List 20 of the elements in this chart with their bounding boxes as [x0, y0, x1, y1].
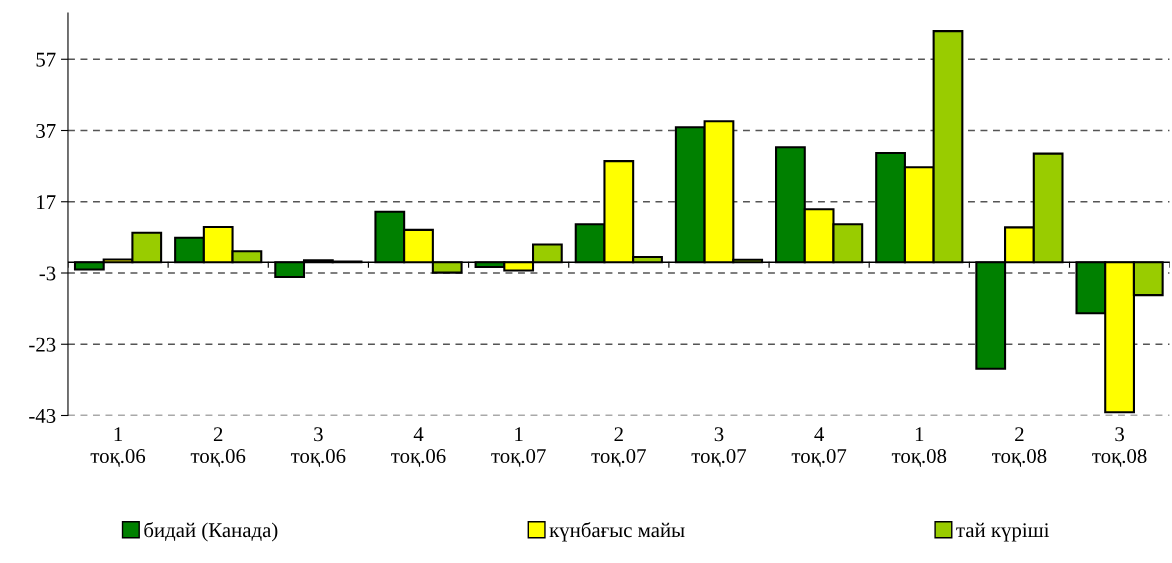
- x-tick-label: 2 тоқ.06: [190, 427, 246, 467]
- legend-label: тай күріші: [956, 522, 1050, 542]
- y-tick-label: 57: [36, 52, 56, 67]
- y-tick-label: -3: [39, 266, 56, 281]
- legend-label: бидай (Канада): [144, 522, 278, 542]
- x-tick-label: 4 тоқ.06: [391, 427, 446, 467]
- x-tick-label: 1 тоқ.08: [891, 427, 947, 467]
- x-tick-label: 1 тоқ.07: [491, 427, 546, 467]
- x-tick-label: 1 тоқ.06: [90, 427, 146, 467]
- x-tick-label: 3 тоқ.08: [1092, 427, 1147, 467]
- x-tick-label: 3 тоқ.06: [290, 427, 346, 467]
- x-tick-label: 3 тоқ.07: [691, 427, 747, 467]
- x-tick-label: 2 тоқ.07: [591, 427, 646, 467]
- x-tick-label: 2 тоқ.08: [992, 427, 1047, 467]
- y-tick-label: 17: [37, 195, 56, 209]
- y-tick-label: -23: [29, 337, 56, 352]
- legend-label: күнбағыс майы: [549, 522, 685, 542]
- y-tick-label: 37: [36, 123, 56, 138]
- x-tick-label: 4 тоқ.07: [791, 427, 847, 467]
- y-tick-label: -43: [29, 408, 56, 423]
